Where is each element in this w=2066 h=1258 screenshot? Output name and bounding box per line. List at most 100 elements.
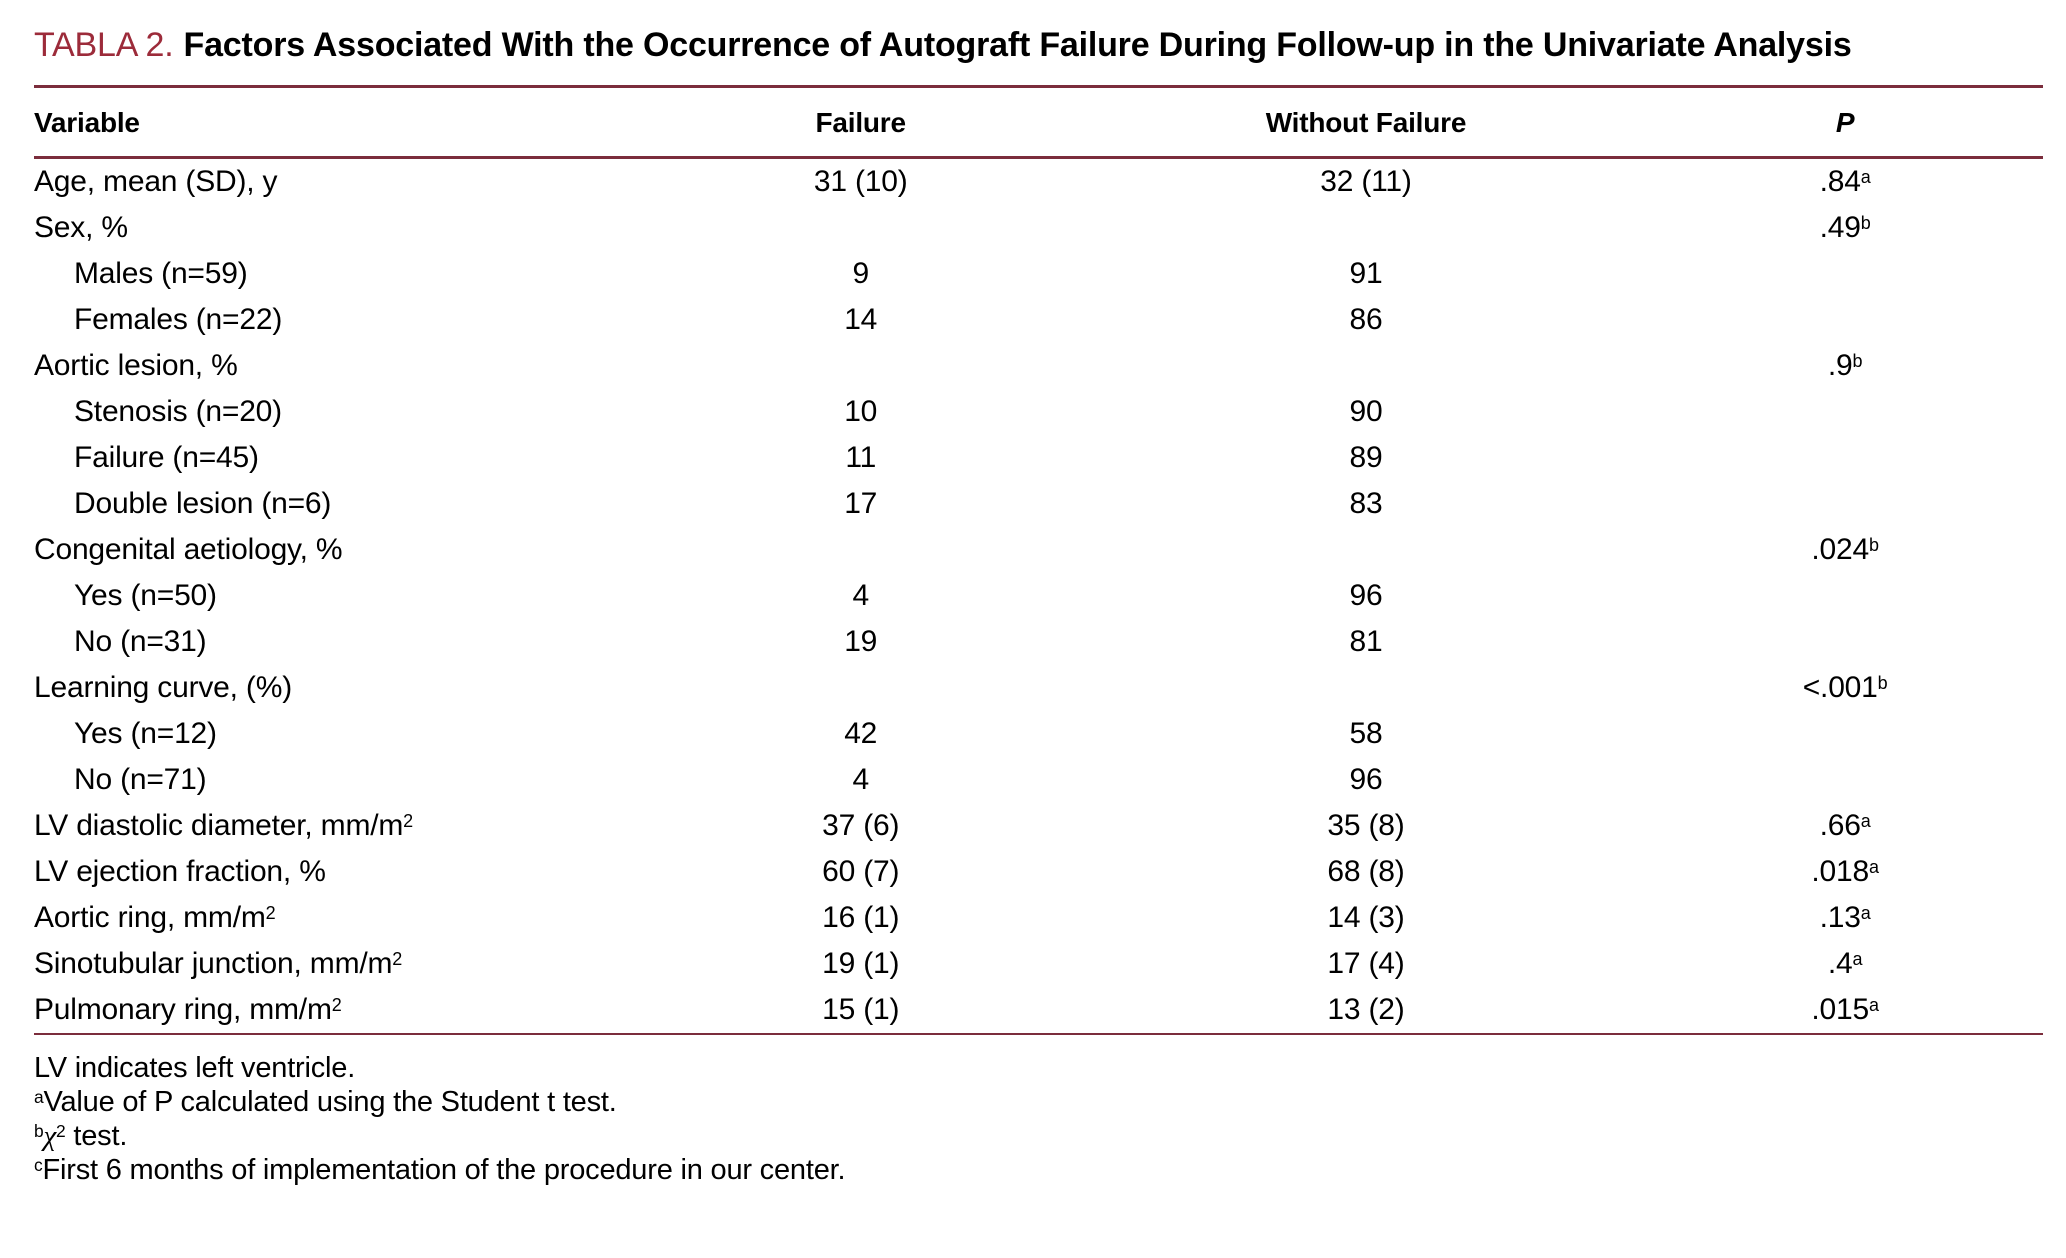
- cell-variable: Yes (n=50): [74, 579, 217, 612]
- footnote-text: Value of P calculated using the Student …: [43, 1086, 617, 1118]
- cell-p-value: .66a: [1819, 809, 1871, 842]
- cell-failure: 42: [844, 717, 878, 750]
- cell-p-value: [1647, 389, 2043, 435]
- cell-variable: Pulmonary ring, mm/m2: [34, 993, 342, 1026]
- cell-without-failure: 83: [1349, 487, 1383, 520]
- cell-without-failure: 96: [1349, 579, 1383, 612]
- table-row: Pulmonary ring, mm/m2 15 (1) 13 (2) .015a: [34, 987, 2043, 1034]
- cell-variable: No (n=71): [74, 763, 207, 796]
- table-row: LV ejection fraction, % 60 (7) 68 (8) .018a: [34, 849, 2043, 895]
- superscript-marker: a: [1860, 166, 1871, 187]
- footnote: cFirst 6 months of implementation of the…: [34, 1153, 2043, 1187]
- table-row: Aortic ring, mm/m2 16 (1) 14 (3) .13a: [34, 895, 2043, 941]
- footnote-marker: c: [34, 1155, 43, 1176]
- superscript-marker: b: [1877, 672, 1888, 693]
- cell-variable: Males (n=59): [74, 257, 248, 290]
- table-row: Age, mean (SD), y 31 (10) 32 (11) .84a: [34, 158, 2043, 206]
- cell-without-failure: 90: [1349, 395, 1383, 428]
- cell-variable: No (n=31): [74, 625, 207, 658]
- cell-without-failure: 91: [1349, 257, 1383, 290]
- footnote-marker: b: [34, 1121, 44, 1142]
- footnote-marker: a: [34, 1087, 44, 1108]
- cell-p-value: .9b: [1827, 349, 1863, 382]
- column-header-p: P: [1647, 86, 2043, 159]
- table-header: Variable Failure Without Failure P: [34, 86, 2043, 159]
- cell-variable: Yes (n=12): [74, 717, 217, 750]
- cell-without-failure: [1085, 343, 1648, 389]
- superscript-marker: a: [1852, 948, 1863, 969]
- cell-failure: 4: [852, 763, 869, 796]
- univariate-analysis-table: Variable Failure Without Failure P Age, …: [34, 85, 2043, 1035]
- cell-variable: Double lesion (n=6): [74, 487, 332, 520]
- cell-failure: 31 (10): [813, 165, 908, 198]
- cell-without-failure: 68 (8): [1327, 855, 1405, 888]
- cell-variable: LV diastolic diameter, mm/m2: [34, 809, 413, 842]
- cell-failure: 19: [844, 625, 878, 658]
- superscript-marker: b: [1852, 350, 1863, 371]
- table-row: Yes (n=12) 42 58: [34, 711, 2043, 757]
- cell-without-failure: 17 (4): [1327, 947, 1405, 980]
- cell-p-value: [1647, 435, 2043, 481]
- cell-p-value: .018a: [1811, 855, 1879, 888]
- table-row: Males (n=59) 9 91: [34, 251, 2043, 297]
- cell-failure: 19 (1): [822, 947, 900, 980]
- cell-without-failure: 58: [1349, 717, 1383, 750]
- cell-variable: Learning curve, (%): [34, 671, 292, 704]
- cell-failure: 10: [844, 395, 878, 428]
- footnote-text: LV indicates left ventricle.: [34, 1052, 356, 1084]
- cell-p-value: [1647, 297, 2043, 343]
- cell-p-value: [1647, 251, 2043, 297]
- cell-failure: 4: [852, 579, 869, 612]
- footnote-text: χ: [43, 1120, 57, 1152]
- cell-p-value: [1647, 619, 2043, 665]
- cell-p-value: <.001b: [1802, 671, 1888, 704]
- superscript-marker: a: [1868, 994, 1879, 1015]
- cell-p-value: .13a: [1819, 901, 1871, 934]
- cell-variable: LV ejection fraction, %: [34, 855, 326, 888]
- table-header-row: Variable Failure Without Failure P: [34, 86, 2043, 159]
- cell-p-value: [1647, 481, 2043, 527]
- table-caption: TABLA 2. Factors Associated With the Occu…: [34, 20, 2034, 70]
- superscript-marker: 2: [403, 810, 413, 831]
- table-row: Sinotubular junction, mm/m2 19 (1) 17 (4).…: [34, 941, 2043, 987]
- cell-variable: Aortic ring, mm/m2: [34, 901, 276, 934]
- cell-failure: 16 (1): [822, 901, 900, 934]
- footnote-text: First 6 months of implementation of the …: [42, 1154, 846, 1186]
- table-row: Aortic lesion, % .9b: [34, 343, 2043, 389]
- footnote-marker: 2: [56, 1121, 66, 1142]
- footnote-text: test.: [65, 1120, 128, 1152]
- table-body: Age, mean (SD), y 31 (10) 32 (11) .84a Sex, …: [34, 158, 2043, 1035]
- cell-p-value: .024b: [1811, 533, 1879, 566]
- cell-variable: Sinotubular junction, mm/m2: [34, 947, 403, 980]
- column-header-failure: Failure: [636, 86, 1085, 159]
- cell-without-failure: [1085, 527, 1648, 573]
- superscript-marker: a: [1860, 902, 1871, 923]
- cell-failure: [637, 205, 1085, 251]
- cell-p-value: .4a: [1827, 947, 1863, 980]
- cell-failure: [637, 343, 1085, 389]
- superscript-marker: 2: [392, 948, 403, 969]
- cell-failure: [637, 665, 1085, 711]
- table-row: Learning curve, (%) <.001b: [34, 665, 2043, 711]
- cell-p-value: .015a: [1811, 993, 1879, 1026]
- cell-variable: Stenosis (n=20): [74, 395, 282, 428]
- superscript-marker: b: [1868, 534, 1879, 555]
- cell-failure: 17: [844, 487, 878, 520]
- cell-without-failure: 86: [1349, 303, 1383, 336]
- superscript-marker: a: [1868, 856, 1879, 877]
- cell-variable: Age, mean (SD), y: [34, 165, 278, 198]
- cell-without-failure: 32 (11): [1320, 165, 1412, 198]
- table-number-label: TABLA 2.: [34, 26, 174, 64]
- footnote: bχ2 test.: [34, 1119, 2043, 1153]
- cell-without-failure: [1085, 665, 1648, 711]
- table-row: No (n=31) 19 81: [34, 619, 2043, 665]
- table-row: No (n=71) 4 96: [34, 757, 2043, 803]
- cell-without-failure: 13 (2): [1327, 993, 1405, 1026]
- footnote: LV indicates left ventricle.: [34, 1051, 2043, 1085]
- cell-without-failure: 96: [1349, 763, 1383, 796]
- superscript-marker: b: [1860, 212, 1871, 233]
- table-row: Sex, % .49b: [34, 205, 2043, 251]
- table-footnotes: LV indicates left ventricle. aValue of P …: [34, 1051, 2043, 1187]
- cell-p-value: [1647, 573, 2043, 619]
- table-title: Factors Associated With the Occurrence o…: [183, 26, 1852, 64]
